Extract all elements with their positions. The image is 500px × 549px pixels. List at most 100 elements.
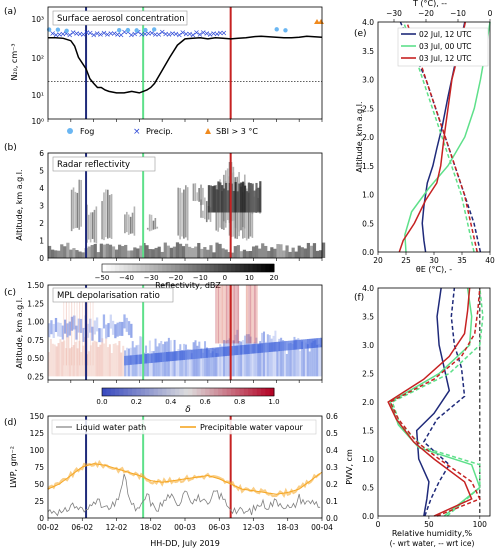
panel-a-title-box [52,10,188,26]
precip-marker: × [186,30,193,39]
radar-cell [213,185,216,213]
mpl-cell [310,342,313,377]
mpl-cell [198,349,201,359]
radar-cell [177,187,179,236]
mpl-cell [249,285,251,344]
mpl-cell [146,353,149,377]
mpl-cell [84,299,86,366]
radar-cell [139,245,143,258]
mpl-cell [215,347,218,357]
radar-cell [90,245,94,258]
mpl-cell [295,339,298,377]
precip-marker: × [70,28,77,37]
mpl-cell [231,285,233,344]
mpl-cell [135,354,138,365]
mpl-cell [217,347,220,357]
b-colorbar-tick-7: 20 [270,274,279,282]
radar-cell [81,252,85,258]
mpl-cell [215,285,217,344]
radar-cell [105,189,107,238]
e-ytick-0: 0.0 [362,248,374,257]
mpl-cell [213,347,216,358]
sbi-marker [318,19,324,25]
c-ytick-5: 1.50 [27,281,44,290]
mpl-cell [198,341,201,377]
mpl-cell [99,344,102,377]
mpl-cell [211,347,214,358]
radar-cell [233,246,237,258]
precip-marker: × [77,29,84,38]
radar-cell [110,194,113,239]
mpl-cell [243,344,246,355]
precip-marker: × [128,30,135,39]
radar-cell [196,192,199,201]
precip-marker: × [190,31,197,40]
mpl-cell [304,342,307,377]
radar-cell [124,214,126,234]
radar-cell [202,210,204,218]
precip-marker: × [49,29,56,38]
colorbar-c-segment [231,388,236,396]
e-xtick-1: 25 [401,256,411,265]
mpl-cell [72,345,75,377]
legend-lwp-label: Liquid water path [76,423,146,432]
panel-d: (d) 0 25 50 75 100 125 150 0.0 0.1 0.2 0.3 0.4 0.5 0.… [4,412,354,548]
radar-cell [148,249,152,258]
mpl-cell [146,353,149,364]
precip-marker: × [135,28,142,37]
colorbar-c-segment [235,388,241,396]
mpl-cell [177,350,180,361]
e-temp-line-1 [402,21,475,253]
colorbar-c-segment [157,388,163,396]
b-colorbar-tick-6: 10 [245,274,254,282]
radar-cell [221,248,225,258]
mpl-cell [245,334,248,377]
mpl-cell [223,346,226,357]
mpl-cell [224,346,227,357]
radar-cell [183,189,185,239]
colorbar-b-segment [265,264,271,272]
mpl-cell [114,343,117,377]
panel-b-title-box [52,156,156,172]
mpl-cell [95,317,99,332]
mpl-cell [219,285,221,344]
mpl-cell [251,344,254,354]
mpl-cell [226,346,229,356]
mpl-cell [54,317,58,332]
radar-cell [318,250,323,258]
radar-cell [211,186,214,213]
mpl-cell [236,285,238,344]
radar-cell [230,183,233,213]
precip-marker: × [149,29,156,38]
a-ytick-1: 10¹ [31,91,44,100]
colorbar-c-segment [166,388,172,396]
mpl-cell [181,350,184,361]
reflectivity-colorbar: −50 −40 −30 −20 −10 0 10 20 [95,263,279,282]
mpl-cell [204,341,207,377]
precip-marker: × [179,28,186,37]
precip-marker: × [196,30,203,39]
mpl-cell [205,347,208,377]
e-xtick-4: 40 [485,256,495,265]
radar-cell [236,245,240,258]
mpl-cell [55,346,58,377]
mpl-cell [183,350,186,360]
radar-cell [78,179,81,230]
legend-pwv-label: Precipitable water vapour [200,423,303,432]
mpl-cell [285,340,288,351]
c-colorbar-tick-4: 0.8 [234,398,245,406]
colorbar-c-segment [188,388,193,396]
mpl-cell [164,352,167,362]
radar-cell [93,209,96,243]
mpl-cell [101,338,104,377]
precip-marker: × [142,29,149,38]
precip-marker: × [152,30,159,39]
colorbar-c-segment [218,388,223,396]
colorbar-c-segment [145,388,150,396]
mpl-cell [121,321,124,336]
precip-marker: × [107,29,114,38]
colorbar-c-segment [170,388,176,396]
mpl-cell [287,340,290,351]
mpl-cell [253,342,256,377]
precip-marker: × [104,30,111,39]
